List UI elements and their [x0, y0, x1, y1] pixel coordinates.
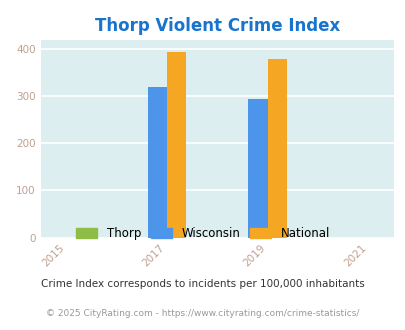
Bar — [166, 52, 185, 238]
Bar — [248, 99, 267, 238]
Text: © 2025 CityRating.com - https://www.cityrating.com/crime-statistics/: © 2025 CityRating.com - https://www.city… — [46, 309, 359, 318]
Legend: Thorp, Wisconsin, National: Thorp, Wisconsin, National — [71, 222, 334, 245]
Title: Thorp Violent Crime Index: Thorp Violent Crime Index — [94, 17, 339, 35]
Bar — [267, 59, 286, 238]
Text: Crime Index corresponds to incidents per 100,000 inhabitants: Crime Index corresponds to incidents per… — [41, 279, 364, 289]
Bar — [147, 87, 166, 238]
